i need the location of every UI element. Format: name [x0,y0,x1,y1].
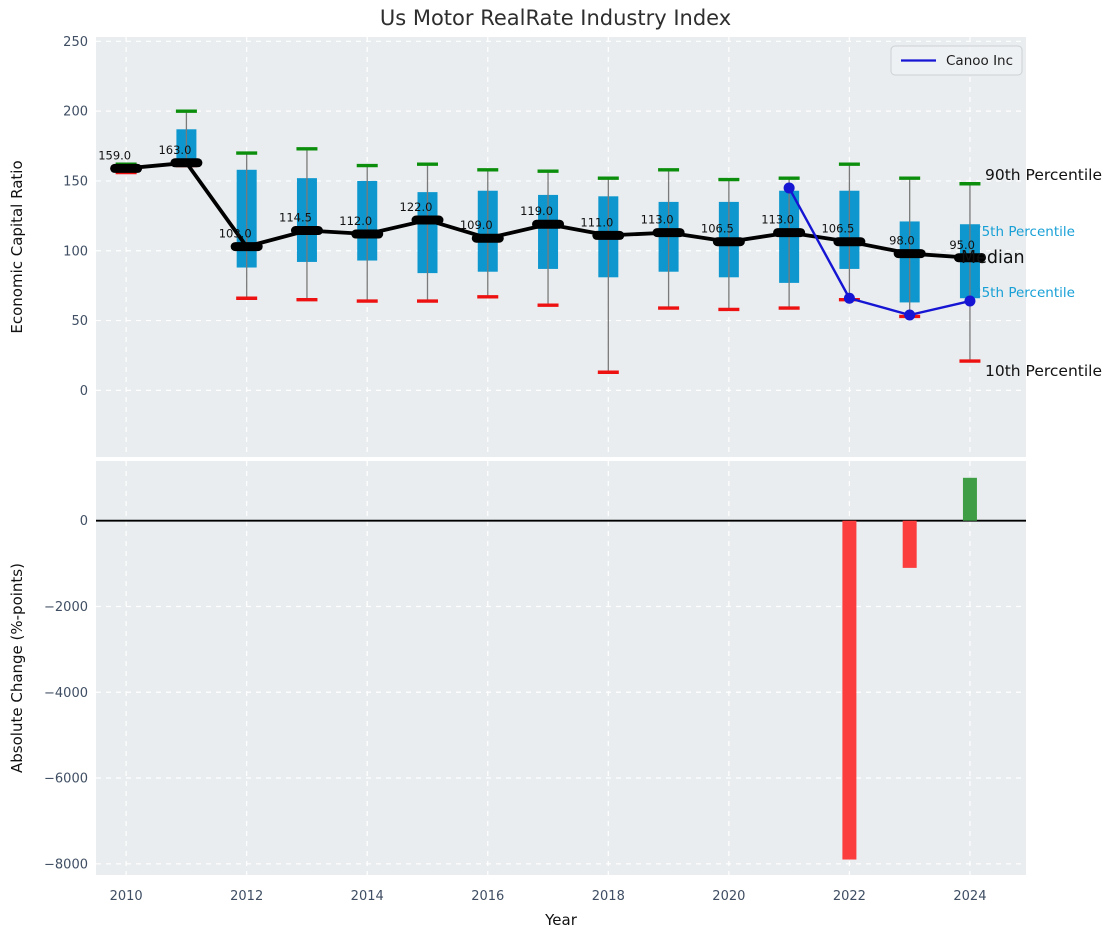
median-marker-2024 [953,253,986,263]
change-bar-2024 [962,477,977,521]
y-tick-label: 200 [63,105,88,120]
median-value-label-2023: 98.0 [889,234,915,248]
y-tick-label: −2000 [44,600,88,615]
annotation-90th-percentile: 90th Percentile [985,166,1102,184]
black-annotations: 90th Percentile Median 10th Percentile [961,166,1102,380]
annotation-10th-percentile: 10th Percentile [985,362,1102,380]
median-value-label-2018: 111.0 [580,215,613,229]
x-tick-label: 2018 [592,889,625,904]
annotation-75th-percentile: 75th Percentile [973,224,1075,240]
y-axis-label-top: Economic Capital Ratio [8,160,26,333]
median-marker-2016 [471,233,504,243]
box-column-2016 [477,168,499,299]
x-tick-label: 2020 [712,889,745,904]
canoo-line [788,187,971,317]
box-column-2013 [296,147,318,302]
median-value-label-2011: 163.0 [158,143,191,157]
median-value-label-2013: 114.5 [279,211,312,225]
median-value-label-2019: 113.0 [641,213,674,227]
median-marker-2023 [893,249,926,259]
median-marker-2011 [170,158,203,168]
y-tick-label: 0 [80,514,88,529]
median-value-label-2017: 119.0 [520,204,553,218]
bottom-plot-background [96,461,1026,875]
median-value-label-2022: 106.5 [821,222,854,236]
median-marker-2018 [592,230,625,240]
y-tick-label: −6000 [44,772,88,787]
canoo-marker-2024 [964,295,976,307]
x-tick-label: 2022 [833,889,866,904]
median-marker-2012 [230,242,263,252]
median-marker-2021 [773,228,806,238]
median-value-label-2015: 122.0 [400,200,433,214]
x-tick-label: 2014 [351,889,384,904]
median-marker-2020 [712,237,745,247]
median-marker-2022 [833,237,866,247]
bottom-y-tick-labels: 0 −2000 −4000 −6000 −8000 [44,514,88,872]
x-tick-labels: 2010 2012 2014 2016 2018 2020 2022 2024 [110,889,987,904]
median-marker-2019 [652,228,685,238]
legend: Canoo Inc [890,45,1023,76]
median-value-label-2024: 95.0 [949,238,975,252]
box-column-2015 [416,162,438,303]
x-tick-label: 2012 [230,889,263,904]
cyan-annotations: 75th Percentile 25th Percentile [973,224,1075,301]
chart-title: Us Motor RealRate Industry Index [379,6,732,30]
canoo-marker-2022 [843,292,855,304]
median-marker-2017 [532,219,565,229]
legend-label: Canoo Inc [946,53,1013,69]
y-tick-label: −8000 [44,857,88,872]
median-value-label-2016: 109.0 [460,218,493,232]
top-y-tick-labels: 0 50 100 150 200 250 [63,35,88,399]
median-value-label-2014: 112.0 [339,214,372,228]
y-tick-label: 250 [63,35,88,50]
x-axis-label: Year [544,911,578,929]
median-value-label-2020: 106.5 [701,222,734,236]
box-column-2017 [537,169,559,307]
median-marker-2013 [290,226,323,236]
median-marker-2014 [351,229,384,239]
median-marker-2010 [110,163,143,173]
y-tick-label: 150 [63,174,88,189]
annotation-25th-percentile: 25th Percentile [973,285,1075,301]
y-tick-label: −4000 [44,686,88,701]
box-column-2022 [838,162,860,302]
y-axis-label-bottom: Absolute Change (%-points) [8,563,26,773]
median-value-label-2010: 159.0 [98,148,131,162]
y-tick-label: 0 [80,384,88,399]
y-tick-label: 50 [71,314,88,329]
y-tick-label: 100 [63,244,88,259]
annotation-median: Median [961,248,1025,268]
canoo-marker-2021 [783,182,795,194]
x-tick-label: 2010 [110,889,143,904]
legend-box [890,45,1023,76]
canoo-marker-2023 [904,309,916,321]
x-tick-label: 2024 [953,889,986,904]
change-bar-2022 [842,520,857,860]
x-tick-label: 2016 [471,889,504,904]
median-value-label-2012: 103.0 [219,227,252,241]
median-value-label-2021: 113.0 [761,213,794,227]
change-bar-2023 [902,520,917,568]
median-marker-2015 [411,215,444,225]
